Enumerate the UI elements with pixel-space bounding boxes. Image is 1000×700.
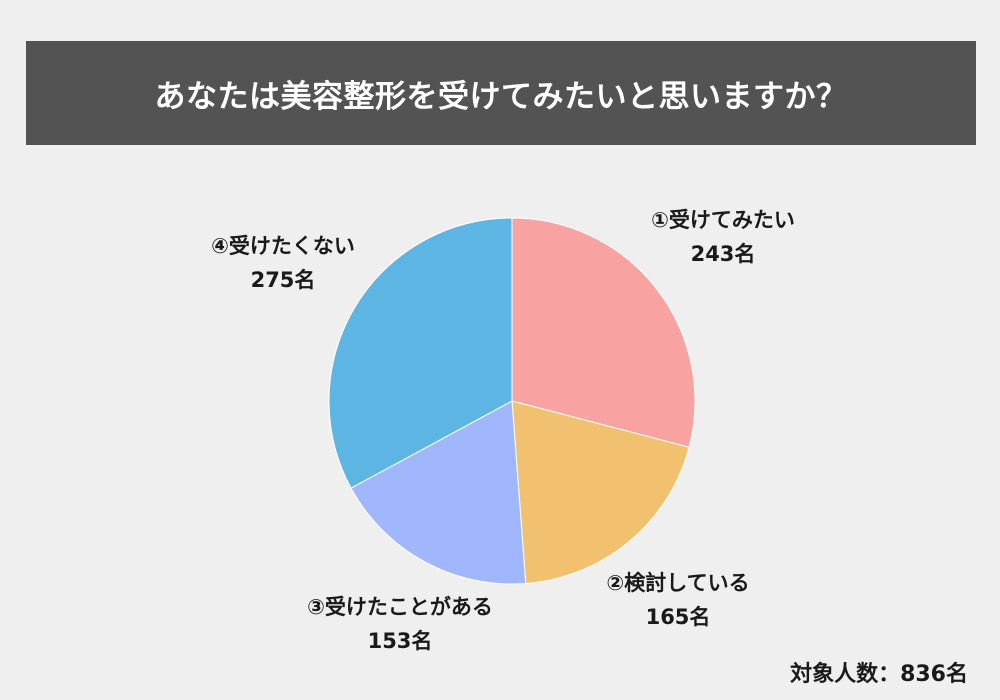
pie-slice-3 xyxy=(328,217,513,489)
slice-label-name: ④受けたくない xyxy=(211,234,355,258)
chart-title: あなたは美容整形を受けてみたいと思いますか？ xyxy=(154,78,848,115)
slice-label-1: ②検討している 165名 xyxy=(578,566,778,634)
pie-slice-2 xyxy=(350,400,527,585)
slice-label-value: 275名 xyxy=(250,268,316,292)
slice-label-name: ③受けたことがある xyxy=(307,595,493,619)
slice-label-name: ②検討している xyxy=(606,571,750,595)
slice-label-0: ①受けてみたい 243名 xyxy=(618,203,828,271)
slice-label-value: 165名 xyxy=(645,605,711,629)
title-bar: あなたは美容整形を受けてみたいと思いますか？ xyxy=(26,41,976,145)
slice-label-3: ④受けたくない 275名 xyxy=(178,229,388,297)
pie-slice-0 xyxy=(511,217,696,448)
slice-label-value: 153名 xyxy=(367,629,433,653)
pie-slice-1 xyxy=(511,400,690,585)
slice-label-name: ①受けてみたい xyxy=(651,208,795,232)
slice-label-2: ③受けたことがある 153名 xyxy=(270,590,530,658)
respondent-count: 対象人数：836名 xyxy=(790,662,968,687)
slice-label-value: 243名 xyxy=(690,242,756,266)
